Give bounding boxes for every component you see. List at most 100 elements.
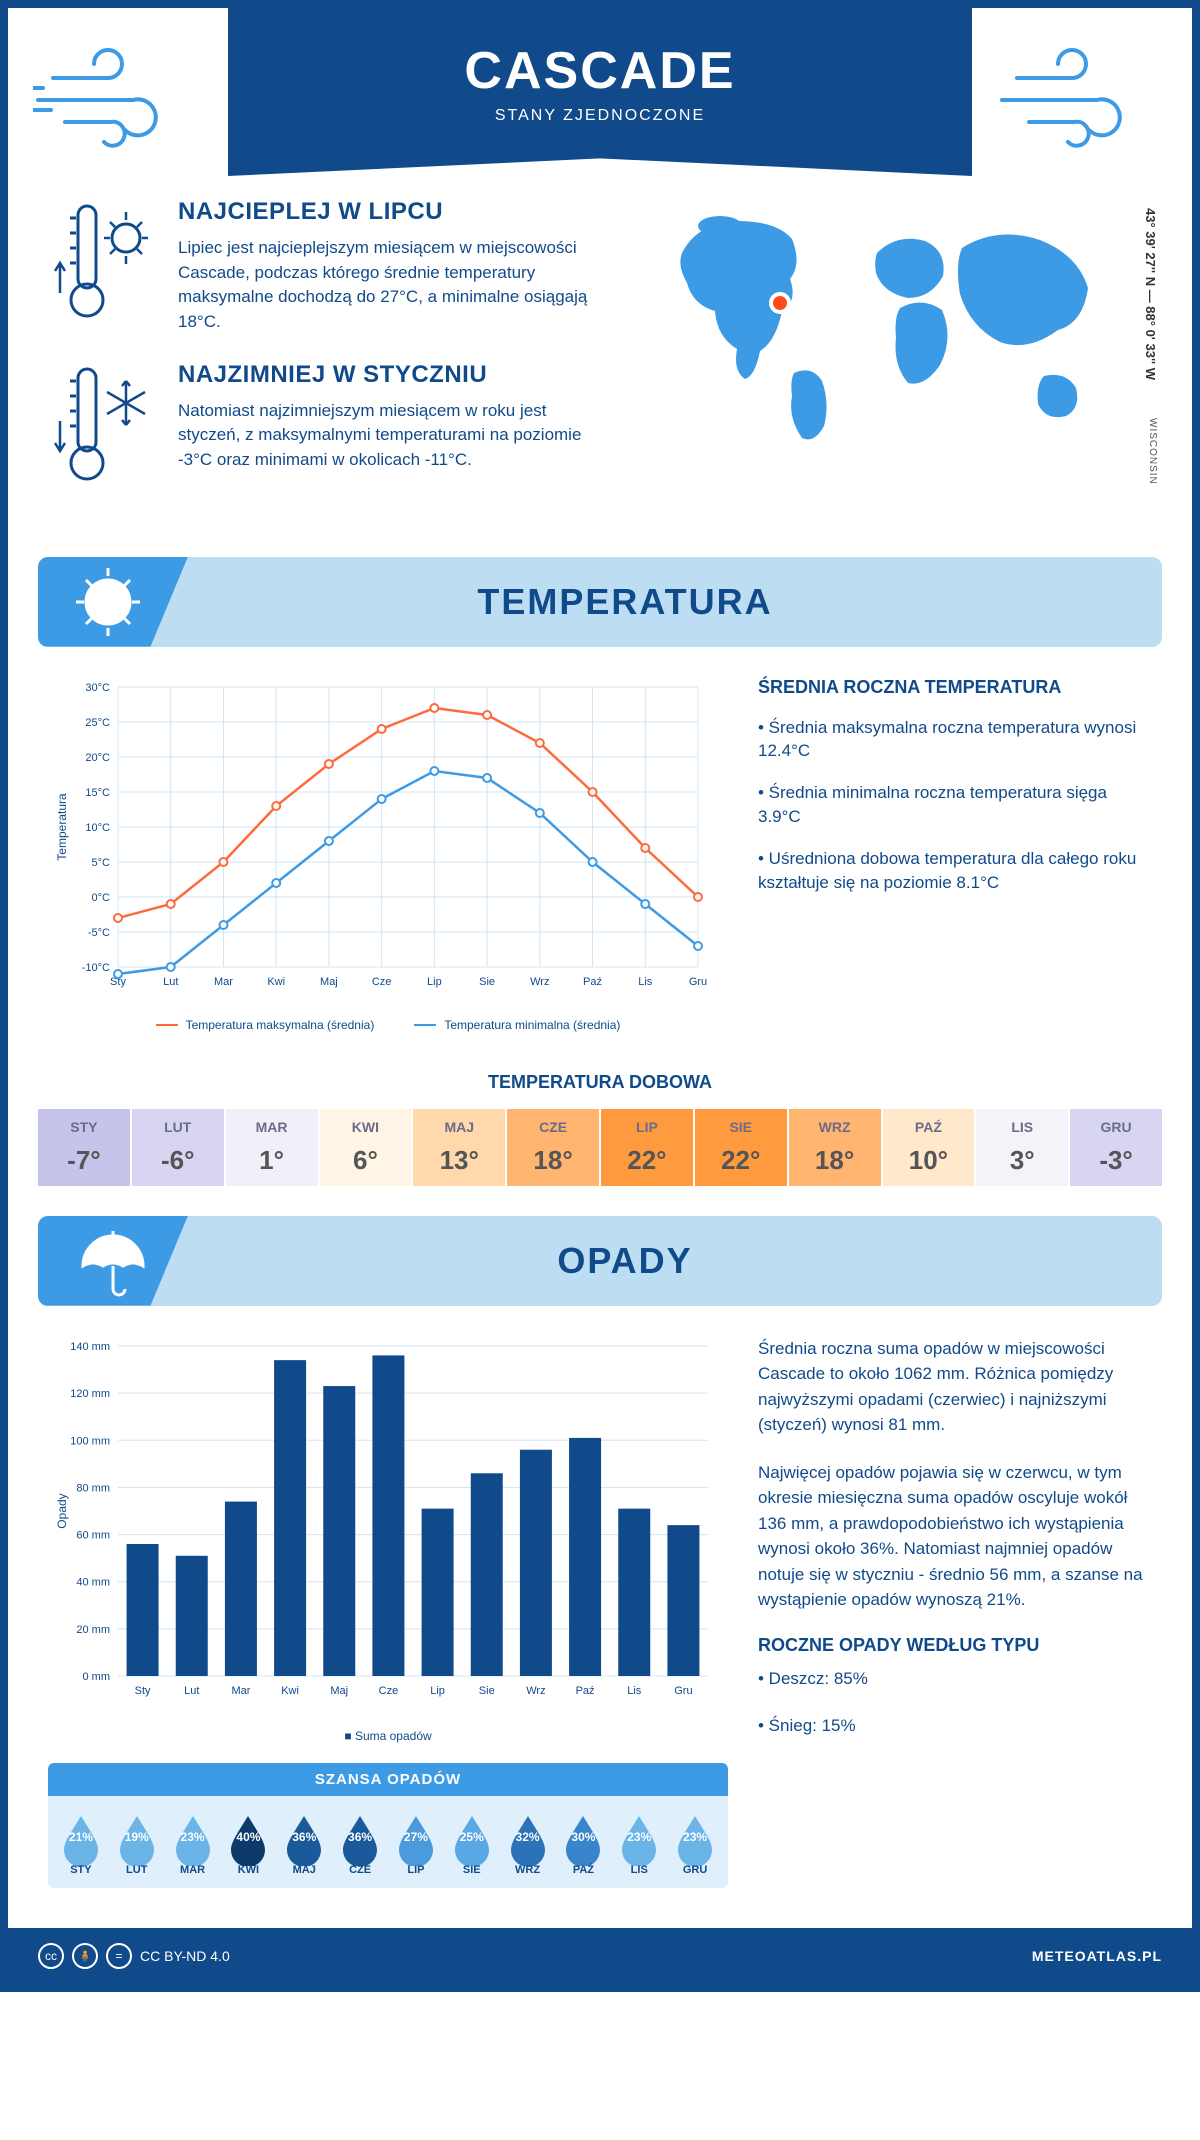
svg-text:40 mm: 40 mm (76, 1576, 110, 1588)
page-title: CASCADE (464, 41, 735, 101)
nd-icon: = (106, 1943, 132, 1969)
temperature-info: ŚREDNIA ROCZNA TEMPERATURA • Średnia mak… (758, 677, 1152, 1032)
rain-type-title: ROCZNE OPADY WEDŁUG TYPU (758, 1635, 1152, 1656)
page-subtitle: STANY ZJEDNOCZONE (495, 107, 705, 125)
annual-bullet-2: • Średnia minimalna roczna temperatura s… (758, 781, 1152, 829)
daily-temp-title: TEMPERATURA DOBOWA (38, 1072, 1162, 1093)
svg-text:Paź: Paź (576, 1685, 595, 1697)
svg-text:Cze: Cze (372, 976, 392, 988)
svg-text:30°C: 30°C (85, 682, 110, 694)
hot-title: NAJCIEPLEJ W LIPCU (178, 198, 598, 226)
chance-drop: 23%LIS (612, 1812, 666, 1876)
world-map (652, 198, 1122, 448)
precipitation-bar-chart: 0 mm20 mm40 mm60 mm80 mm100 mm120 mm140 … (48, 1336, 728, 1716)
map-column: 43° 39' 27'' N — 88° 0' 33'' W WISCONSIN (652, 198, 1152, 517)
chance-title: SZANSA OPADÓW (48, 1763, 728, 1796)
svg-text:60 mm: 60 mm (76, 1529, 110, 1541)
bar-legend: Suma opadów (48, 1729, 728, 1743)
daily-cell: LUT-6° (132, 1109, 224, 1186)
svg-text:20°C: 20°C (85, 752, 110, 764)
wind-icon-right (997, 38, 1167, 158)
temperature-heading: TEMPERATURA (88, 581, 1162, 623)
daily-cell: MAR1° (226, 1109, 318, 1186)
legend-max: Temperatura maksymalna (średnia) (156, 1018, 375, 1032)
license-block: cc 🧍 = CC BY-ND 4.0 (38, 1943, 230, 1969)
annual-bullet-1: • Średnia maksymalna roczna temperatura … (758, 716, 1152, 764)
sun-icon (38, 557, 188, 647)
svg-text:0 mm: 0 mm (83, 1671, 111, 1683)
daily-cell: LIP22° (601, 1109, 693, 1186)
svg-text:20 mm: 20 mm (76, 1623, 110, 1635)
rain-para-2: Najwięcej opadów pojawia się w czerwcu, … (758, 1460, 1152, 1613)
svg-text:Lut: Lut (184, 1685, 199, 1697)
chance-drop: 36%MAJ (277, 1812, 331, 1876)
svg-text:Kwi: Kwi (281, 1685, 299, 1697)
temperature-section: TEMPERATURA -10°C-5°C0°C5°C10°C15°C20°C2… (38, 557, 1162, 1186)
cold-title: NAJZIMNIEJ W STYCZNIU (178, 361, 598, 389)
svg-text:Lip: Lip (430, 1685, 445, 1697)
svg-text:15°C: 15°C (85, 787, 110, 799)
site-name: METEOATLAS.PL (1032, 1948, 1162, 1964)
precipitation-chart-column: 0 mm20 mm40 mm60 mm80 mm100 mm120 mm140 … (48, 1336, 728, 1888)
svg-text:Lis: Lis (638, 976, 653, 988)
svg-text:Mar: Mar (214, 976, 233, 988)
svg-text:25°C: 25°C (85, 717, 110, 729)
license-text: CC BY-ND 4.0 (140, 1948, 230, 1964)
svg-text:120 mm: 120 mm (70, 1388, 110, 1400)
svg-text:Paź: Paź (583, 976, 602, 988)
svg-text:Lut: Lut (163, 976, 178, 988)
chance-drop: 40%KWI (221, 1812, 275, 1876)
chance-drop: 27%LIP (389, 1812, 443, 1876)
svg-text:Temperatura: Temperatura (55, 793, 69, 861)
svg-text:Wrz: Wrz (526, 1685, 545, 1697)
daily-cell: WRZ18° (789, 1109, 881, 1186)
daily-cell: KWI6° (320, 1109, 412, 1186)
svg-text:-10°C: -10°C (82, 962, 110, 974)
chance-panel: SZANSA OPADÓW 21%STY19%LUT23%MAR40%KWI36… (48, 1763, 728, 1888)
header: CASCADE STANY ZJEDNOCZONE (8, 8, 1192, 168)
footer: cc 🧍 = CC BY-ND 4.0 METEOATLAS.PL (8, 1928, 1192, 1984)
daily-cell: LIS3° (976, 1109, 1068, 1186)
svg-text:Maj: Maj (320, 976, 338, 988)
chance-drop: 36%CZE (333, 1812, 387, 1876)
svg-text:-5°C: -5°C (88, 927, 110, 939)
rain-type-2: • Śnieg: 15% (758, 1713, 1152, 1739)
chance-drop: 32%WRZ (501, 1812, 555, 1876)
svg-text:Lis: Lis (627, 1685, 642, 1697)
thermometer-cold-icon (48, 361, 158, 491)
daily-cell: GRU-3° (1070, 1109, 1162, 1186)
chance-drop: 23%MAR (166, 1812, 220, 1876)
intro-text-column: NAJCIEPLEJ W LIPCU Lipiec jest najcieple… (48, 198, 632, 517)
svg-text:Wrz: Wrz (530, 976, 549, 988)
svg-text:Mar: Mar (231, 1685, 250, 1697)
cold-block: NAJZIMNIEJ W STYCZNIU Natomiast najzimni… (48, 361, 632, 491)
legend-min: Temperatura minimalna (średnia) (414, 1018, 620, 1032)
svg-text:Cze: Cze (379, 1685, 399, 1697)
chance-drop: 19%LUT (110, 1812, 164, 1876)
svg-text:Sie: Sie (479, 1685, 495, 1697)
svg-text:Gru: Gru (689, 976, 707, 988)
rain-para-1: Średnia roczna suma opadów w miejscowośc… (758, 1336, 1152, 1438)
intro: NAJCIEPLEJ W LIPCU Lipiec jest najcieple… (8, 168, 1192, 537)
svg-text:Kwi: Kwi (267, 976, 285, 988)
svg-text:Gru: Gru (674, 1685, 692, 1697)
chance-drop: 25%SIE (445, 1812, 499, 1876)
svg-text:0°C: 0°C (92, 892, 111, 904)
temperature-legend: Temperatura maksymalna (średnia) Tempera… (48, 1018, 728, 1032)
annual-temp-title: ŚREDNIA ROCZNA TEMPERATURA (758, 677, 1152, 698)
svg-text:Maj: Maj (330, 1685, 348, 1697)
svg-text:Lip: Lip (427, 976, 442, 988)
annual-bullet-3: • Uśredniona dobowa temperatura dla całe… (758, 847, 1152, 895)
svg-text:Opady: Opady (55, 1493, 69, 1528)
umbrella-icon (38, 1216, 188, 1306)
daily-cell: PAŹ10° (883, 1109, 975, 1186)
svg-text:140 mm: 140 mm (70, 1341, 110, 1353)
coordinates: 43° 39' 27'' N — 88° 0' 33'' W (1143, 208, 1158, 380)
daily-cell: MAJ13° (413, 1109, 505, 1186)
daily-cell: STY-7° (38, 1109, 130, 1186)
cc-icon: cc (38, 1943, 64, 1969)
svg-text:80 mm: 80 mm (76, 1482, 110, 1494)
daily-cell: SIE22° (695, 1109, 787, 1186)
chance-drop: 23%GRU (668, 1812, 722, 1876)
svg-text:10°C: 10°C (85, 822, 110, 834)
